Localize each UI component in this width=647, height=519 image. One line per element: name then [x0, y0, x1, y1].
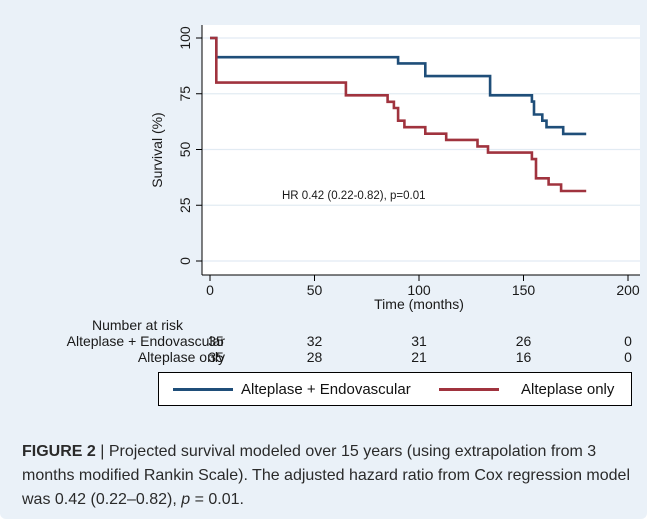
km-chart: 0 25 50 75 100 0 50 100 150 200 Time (months) Survi…: [149, 25, 640, 312]
risk-value-0-3: 26: [515, 333, 532, 349]
risk-value-1-2: 21: [411, 349, 427, 365]
y-tick-label-50: 50: [177, 142, 193, 158]
y-tick-label-0: 0: [177, 257, 193, 265]
y-axis-title: Survival (%): [149, 112, 165, 187]
figure-label: FIGURE 2: [22, 443, 96, 460]
risk-value-1-4: 0: [624, 349, 632, 365]
risk-table-title: Number at risk: [92, 317, 184, 333]
x-tick-label-0: 0: [206, 282, 214, 298]
y-tick-label-100: 100: [177, 26, 193, 50]
risk-value-0-4: 0: [624, 333, 632, 349]
legend: Alteplase + Endovascular Alteplase only: [158, 372, 632, 406]
risk-value-0-0: 35: [208, 333, 224, 349]
caption-separator: |: [95, 443, 109, 460]
legend-swatch-series-0: [173, 388, 233, 391]
risk-value-0-1: 32: [306, 333, 323, 349]
risk-row-label-1: Alteplase only: [137, 349, 225, 365]
series-line-1: [210, 36, 587, 193]
x-tick-label-150: 150: [512, 282, 536, 298]
legend-label-series-0: Alteplase + Endovascular: [241, 381, 411, 398]
risk-row-label-0: Alteplase + Endovascular: [66, 333, 225, 349]
risk-value-1-0: 35: [208, 349, 224, 365]
y-tick-label-25: 25: [177, 197, 193, 213]
caption-p-symbol: p: [181, 491, 191, 508]
risk-value-0-2: 31: [411, 333, 427, 349]
y-tick-label-75: 75: [177, 86, 193, 102]
hazard-ratio-annotation: HR 0.42 (0.22-0.82), p=0.01: [282, 190, 426, 202]
legend-label-series-1: Alteplase only: [521, 381, 615, 398]
legend-swatch-series-1: [439, 388, 499, 391]
x-tick-label-50: 50: [307, 282, 323, 298]
risk-value-1-3: 16: [515, 349, 532, 365]
x-axis-title: Time (months): [374, 296, 464, 312]
caption-text-1: Projected survival modeled over 15 years…: [22, 443, 630, 508]
figure-panel: 0 25 50 75 100 0 50 100 150 200 Time (months) Survi…: [66, 25, 640, 406]
figure-caption: FIGURE 2 | Projected survival modeled ov…: [22, 440, 632, 512]
risk-value-1-1: 28: [306, 349, 323, 365]
caption-text-2: = 0.01.: [190, 491, 244, 508]
series-line-0: [210, 36, 587, 136]
x-tick-label-100: 100: [407, 282, 431, 298]
x-tick-label-200: 200: [616, 282, 640, 298]
